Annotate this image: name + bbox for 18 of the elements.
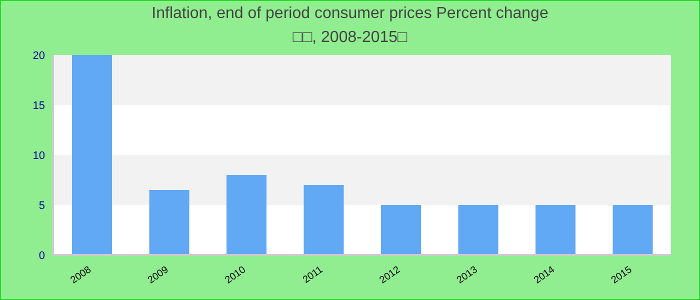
y-tick-label: 10 — [32, 150, 45, 162]
y-tick-label: 15 — [32, 100, 45, 112]
y-tick-label: 20 — [32, 50, 45, 62]
y-tick-label: 5 — [38, 200, 45, 212]
chart-title: Inflation, end of period consumer prices Percent change — [150, 5, 550, 23]
bar — [226, 175, 266, 255]
x-tick-label: 2009 — [146, 264, 171, 286]
bar — [536, 205, 576, 255]
bar — [72, 55, 112, 255]
x-tick-label: 2010 — [223, 264, 248, 286]
bar — [304, 185, 344, 255]
chart-subtitle: □□, 2008-2015□ — [292, 29, 408, 47]
bar — [381, 205, 421, 255]
bar — [149, 190, 190, 255]
y-tick-label: 0 — [38, 250, 45, 262]
bar — [612, 205, 653, 255]
x-tick-label: 2011 — [301, 264, 326, 286]
bar — [458, 205, 498, 255]
